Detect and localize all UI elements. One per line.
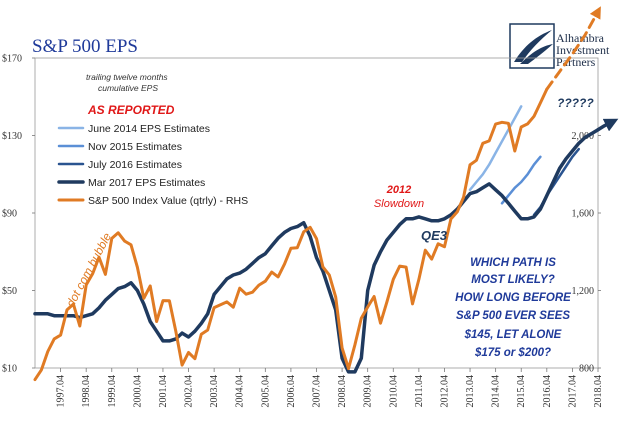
series-line-s-p-500-projection <box>545 6 601 91</box>
y-axis-right: 800 1,200 1,600 2,000 <box>572 131 601 375</box>
series-layer <box>33 6 619 382</box>
which-path-line-4: S&P 500 EVER SEES <box>456 310 570 322</box>
x-tick-label: 2010.04 <box>388 375 399 408</box>
x-tick-label: 2012.04 <box>439 375 450 408</box>
chart-subtitle: trailing twelve months cumulative EPS <box>86 72 170 93</box>
x-tick-label: 2015.04 <box>516 375 527 408</box>
logo-swoosh <box>514 30 552 62</box>
left-tick-label: $10 <box>2 364 17 375</box>
subtitle-line-2: cumulative EPS <box>98 83 158 93</box>
left-tick-label: $170 <box>2 54 22 65</box>
x-tick-label: 2006.04 <box>286 375 297 408</box>
series-line-s-p-500-index-value-qtrly-rhs <box>33 87 549 382</box>
y-axis-left: $10 $50 $90 $130 $170 <box>2 54 35 375</box>
x-tick-label: 2008.04 <box>337 375 348 408</box>
which-path-text: WHICH PATH IS MOST LIKELY? HOW LONG BEFO… <box>455 257 571 359</box>
series-line-june-2014-eps-estimates <box>468 105 523 192</box>
x-tick-label: 1999.04 <box>107 375 118 408</box>
legend-entry: June 2014 EPS Estimates <box>88 123 210 135</box>
right-tick-label: 1,600 <box>572 209 595 220</box>
right-tick-label: 800 <box>579 364 594 375</box>
legend-entry: Mar 2017 EPS Estimates <box>88 177 205 189</box>
chart-title: S&P 500 EPS <box>32 36 138 57</box>
x-tick-label: 2018.04 <box>593 375 604 408</box>
x-tick-label: 2011.04 <box>414 375 425 407</box>
x-tick-label: 2005.04 <box>260 375 271 408</box>
x-tick-label: 2004.04 <box>235 375 246 408</box>
which-path-line-1: WHICH PATH IS <box>470 257 556 269</box>
x-tick-label: 2002.04 <box>184 375 195 408</box>
x-tick-label: 2009.04 <box>363 375 374 408</box>
x-tick-label: 2016.04 <box>542 375 553 408</box>
legend-entry: Nov 2015 Estimates <box>88 141 182 153</box>
logo-line-1: Alhambra <box>556 31 605 45</box>
series-line-nov-2015-estimates <box>500 155 542 205</box>
right-tick-label: 2,000 <box>572 131 595 142</box>
legend-entry: July 2016 Estimates <box>88 159 182 171</box>
logo-line-3: Partners <box>556 55 596 69</box>
which-path-line-3: HOW LONG BEFORE <box>455 292 571 304</box>
slowdown-year: 2012 <box>386 184 411 196</box>
series-line-mar-2017-eps-estimates <box>33 127 600 374</box>
logo: Alhambra Investment Partners <box>509 23 610 69</box>
as-reported-label: AS REPORTED <box>87 103 175 117</box>
qe3-label: QE3 <box>421 228 448 243</box>
x-tick-label: 1998.04 <box>81 375 92 408</box>
left-tick-label: $50 <box>2 286 17 297</box>
slowdown-label: Slowdown <box>374 198 424 210</box>
x-tick-label: 2000.04 <box>132 375 143 408</box>
subtitle-line-1: trailing twelve months <box>86 72 168 82</box>
logo-swoosh-2 <box>520 44 553 64</box>
x-tick-label: 2007.04 <box>312 375 323 408</box>
legend: June 2014 EPS Estimates Nov 2015 Estimate… <box>57 123 248 207</box>
x-tick-label: 2017.04 <box>567 375 578 408</box>
left-tick-label: $130 <box>2 131 22 142</box>
x-tick-label: 2001.04 <box>158 375 169 408</box>
x-tick-label: 2013.04 <box>465 375 476 408</box>
which-path-line-2: MOST LIKELY? <box>471 274 554 286</box>
which-path-line-6: $175 or $200? <box>474 347 551 359</box>
right-tick-label: 1,200 <box>572 286 595 297</box>
legend-entry: S&P 500 Index Value (qtrly) - RHS <box>88 195 248 207</box>
x-tick-label: 2003.04 <box>209 375 220 408</box>
x-axis: 1997.04 1998.04 1999.04 2000.04 2001.04 2002.… <box>56 368 604 408</box>
x-tick-label: 2014.04 <box>491 375 502 408</box>
question-marks: ????? <box>557 96 594 110</box>
series-line-eps-projection <box>596 118 619 132</box>
which-path-line-5: $145, LET ALONE <box>464 329 562 341</box>
left-tick-label: $90 <box>2 209 17 220</box>
x-tick-label: 1997.04 <box>56 375 67 408</box>
logo-line-2: Investment <box>556 43 610 57</box>
